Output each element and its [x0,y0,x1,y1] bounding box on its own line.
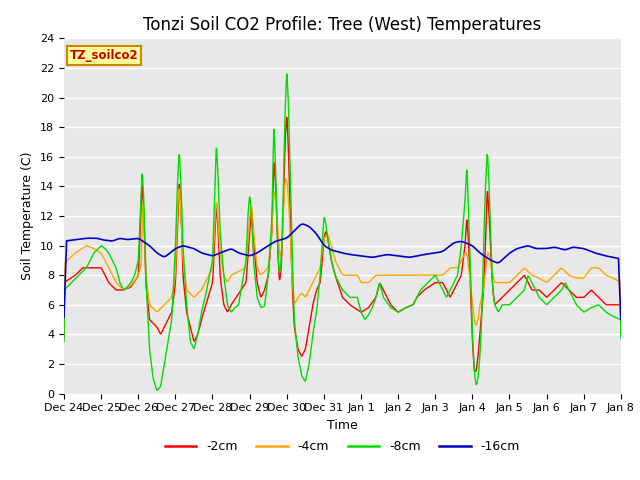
-8cm [371,297,379,303]
-4cm [617,321,625,327]
-2cm [471,369,479,374]
-4cm [568,274,575,279]
Y-axis label: Soil Temperature (C): Soil Temperature (C) [22,152,35,280]
-16cm [617,316,625,322]
-2cm [60,335,68,341]
-16cm [216,251,223,256]
-8cm [216,214,223,219]
Line: -16cm: -16cm [64,224,621,319]
-16cm [371,254,379,260]
Line: -2cm: -2cm [64,118,621,372]
-4cm [216,238,223,243]
-2cm [617,324,625,330]
-4cm [584,270,591,276]
-4cm [504,280,512,286]
-2cm [216,254,223,260]
Line: -8cm: -8cm [64,74,621,390]
-16cm [504,252,512,257]
-8cm [617,335,625,341]
-16cm [299,221,307,227]
-16cm [584,247,591,253]
-8cm [60,339,68,345]
-2cm [359,308,367,314]
-4cm [282,176,290,182]
-16cm [568,245,575,251]
-8cm [568,293,576,299]
-16cm [60,314,68,320]
Line: -4cm: -4cm [64,179,621,328]
-4cm [371,274,379,279]
-4cm [359,280,367,286]
-8cm [283,72,291,77]
-2cm [505,288,513,294]
-2cm [283,115,291,120]
-8cm [584,307,591,313]
X-axis label: Time: Time [327,419,358,432]
-16cm [359,253,367,259]
-2cm [371,296,379,302]
Text: TZ_soilco2: TZ_soilco2 [70,49,138,62]
-4cm [60,325,68,331]
-2cm [568,290,576,296]
-8cm [359,313,367,319]
-2cm [584,291,591,297]
-8cm [505,302,513,308]
Legend: -2cm, -4cm, -8cm, -16cm: -2cm, -4cm, -8cm, -16cm [160,435,525,458]
Title: Tonzi Soil CO2 Profile: Tree (West) Temperatures: Tonzi Soil CO2 Profile: Tree (West) Temp… [143,16,541,34]
-8cm [153,387,161,393]
